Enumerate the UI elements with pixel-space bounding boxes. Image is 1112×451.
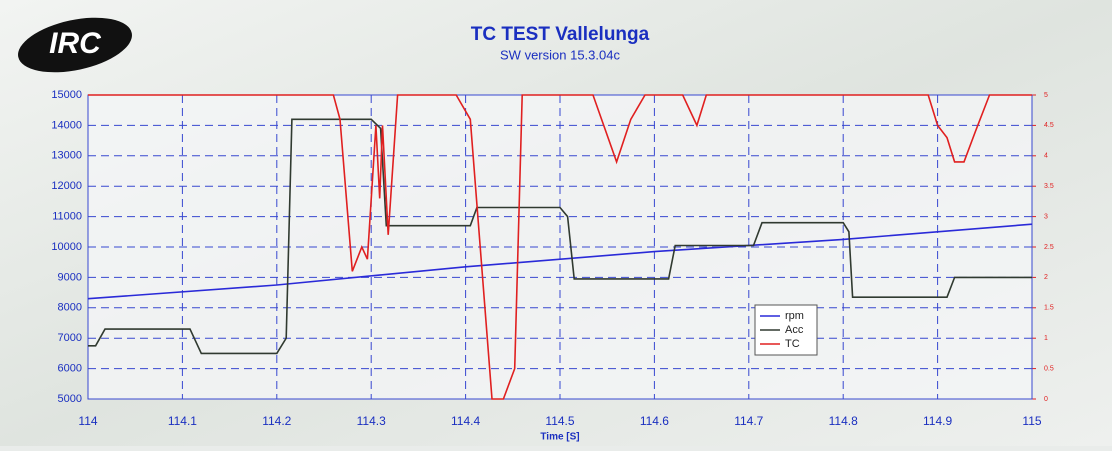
x-tick-label: 114.6 [640, 414, 669, 428]
y-tick-label: 6000 [58, 363, 82, 375]
y2-tick-label: 1.5 [1044, 305, 1054, 312]
x-tick-label: 114.8 [829, 414, 858, 428]
y-tick-label: 12000 [51, 180, 82, 192]
legend-label: Acc [785, 324, 804, 336]
x-tick-label: 114.5 [545, 414, 574, 428]
y2-tick-label: 2.5 [1044, 244, 1054, 251]
y2-tick-label: 4 [1044, 153, 1048, 160]
y-tick-label: 11000 [52, 211, 82, 223]
x-tick-label: 115 [1022, 414, 1041, 428]
y-tick-label: 14000 [51, 119, 82, 131]
x-axis-title: Time [S] [540, 432, 579, 443]
page: IRC TC TEST Vallelunga SW version 15.3.0… [0, 0, 1112, 446]
x-tick-label: 114.2 [262, 414, 291, 428]
chart-title: TC TEST Vallelunga [471, 24, 650, 45]
y2-tick-label: 0.5 [1044, 365, 1054, 372]
y-tick-label: 5000 [58, 393, 82, 405]
x-tick-label: 114.9 [923, 414, 952, 428]
y2-tick-label: 0 [1044, 396, 1048, 403]
x-tick-label: 114.3 [357, 414, 386, 428]
logo: IRC [49, 27, 102, 60]
y-tick-label: 7000 [58, 332, 82, 344]
y2-tick-label: 2 [1044, 274, 1048, 281]
legend-label: TC [785, 338, 800, 350]
legend: rpm Acc TC [755, 305, 817, 355]
legend-label: rpm [785, 310, 804, 322]
x-tick-label: 114.7 [734, 414, 763, 428]
y2-tick-label: 5 [1044, 92, 1048, 99]
chart-subtitle: SW version 15.3.04c [500, 47, 620, 62]
y-tick-label: 9000 [58, 271, 82, 283]
x-tick-label: 114 [78, 414, 97, 428]
y2-tick-label: 3 [1044, 213, 1048, 220]
y-tick-label: 10000 [51, 241, 82, 253]
chart: IRC TC TEST Vallelunga SW version 15.3.0… [0, 0, 1112, 446]
y2-tick-label: 4.5 [1044, 122, 1054, 129]
y2-tick-label: 3.5 [1044, 183, 1054, 190]
x-tick-label: 114.1 [168, 414, 197, 428]
y2-tick-label: 1 [1044, 335, 1048, 342]
x-tick-label: 114.4 [451, 414, 480, 428]
y-tick-label: 13000 [51, 150, 82, 162]
y-tick-label: 15000 [51, 89, 82, 101]
y-tick-label: 8000 [58, 302, 82, 314]
